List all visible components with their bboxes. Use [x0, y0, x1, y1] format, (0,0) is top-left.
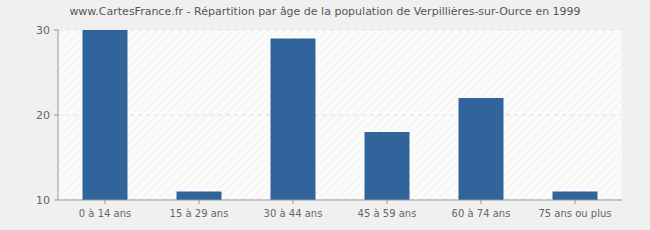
chart-container: www.CartesFrance.fr - Répartition par âg…: [0, 0, 650, 230]
grid-line: [58, 115, 622, 116]
x-tick-label: 45 à 59 ans: [358, 208, 417, 219]
y-axis: [58, 30, 59, 200]
x-tick-label: 60 à 74 ans: [452, 208, 511, 219]
y-tick-label: 20: [36, 109, 50, 122]
x-tick-label: 15 à 29 ans: [170, 208, 229, 219]
grid-line: [58, 30, 622, 31]
x-tick-label: 75 ans ou plus: [538, 208, 611, 219]
plot-area: [58, 30, 622, 200]
bar: [553, 192, 598, 201]
y-tick: [54, 30, 58, 31]
bar: [177, 192, 222, 201]
bars: [83, 30, 598, 200]
bar: [83, 30, 128, 200]
grid-line: [58, 200, 622, 201]
y-tick-label: 10: [36, 194, 50, 207]
x-tick: [293, 200, 294, 204]
x-tick: [199, 200, 200, 204]
bar: [365, 132, 410, 200]
bar: [459, 98, 504, 200]
x-axis: [58, 200, 622, 201]
background: [0, 0, 650, 230]
x-tick-label: 30 à 44 ans: [264, 208, 323, 219]
x-tick: [481, 200, 482, 204]
chart-svg: www.CartesFrance.fr - Répartition par âg…: [0, 0, 650, 230]
x-tick: [105, 200, 106, 204]
y-tick: [54, 115, 58, 116]
title: www.CartesFrance.fr - Répartition par âg…: [69, 5, 580, 18]
y-tick: [54, 200, 58, 201]
x-tick: [387, 200, 388, 204]
x-tick: [575, 200, 576, 204]
y-tick-label: 30: [36, 24, 50, 37]
bar: [271, 39, 316, 201]
x-tick-label: 0 à 14 ans: [79, 208, 131, 219]
